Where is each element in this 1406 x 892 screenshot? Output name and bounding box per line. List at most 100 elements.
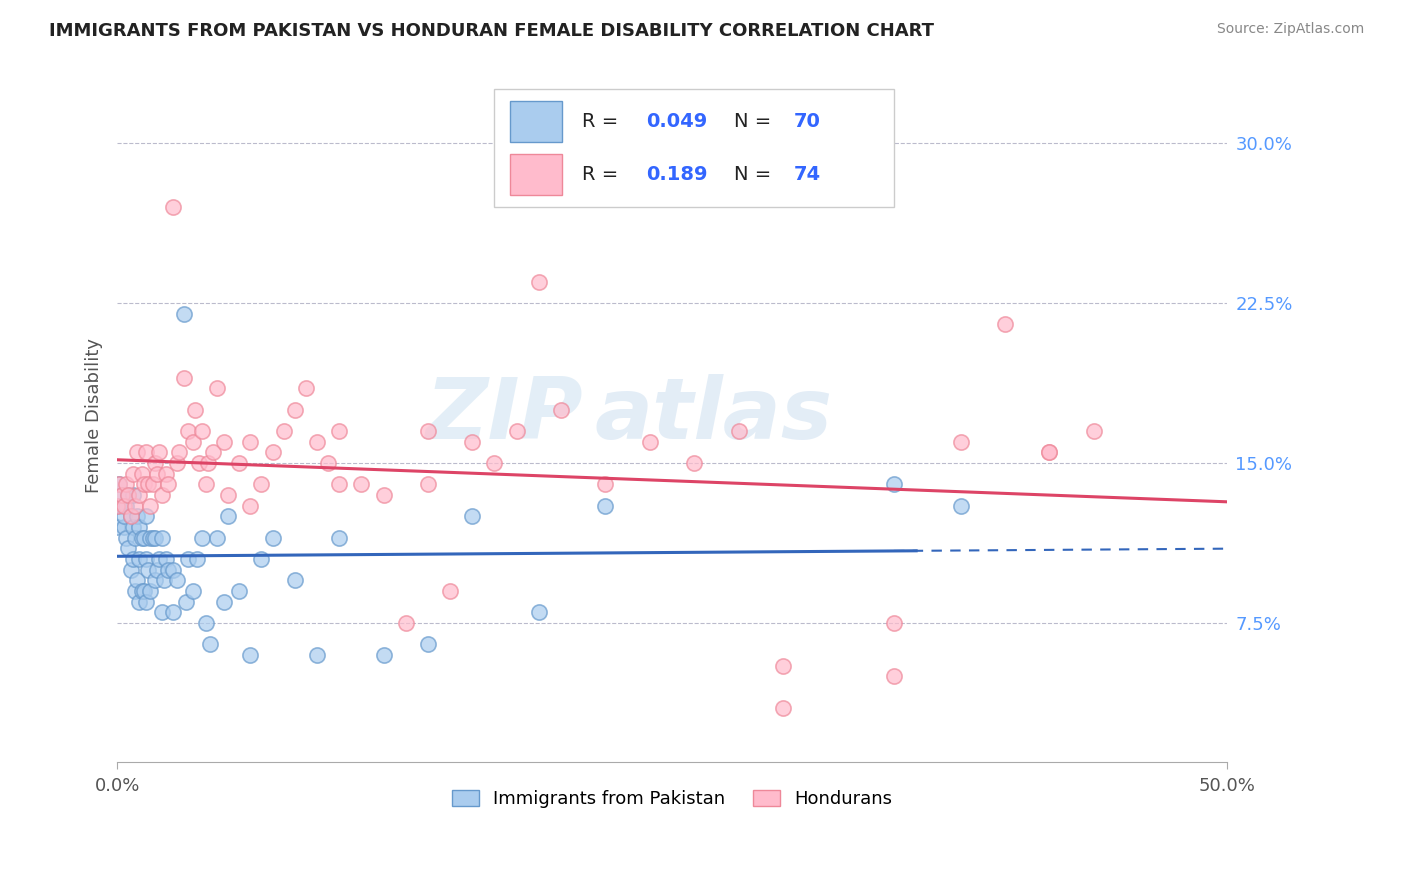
Point <box>373 648 395 662</box>
Point <box>305 648 328 662</box>
Point <box>143 531 166 545</box>
Point <box>217 509 239 524</box>
Point <box>305 434 328 449</box>
Point <box>139 531 162 545</box>
Point <box>250 477 273 491</box>
Text: atlas: atlas <box>595 374 832 457</box>
Point <box>132 477 155 491</box>
Point <box>328 424 350 438</box>
Point <box>295 382 318 396</box>
Point <box>135 595 157 609</box>
Point <box>994 318 1017 332</box>
Point <box>105 520 128 534</box>
Point <box>111 488 134 502</box>
Point <box>284 574 307 588</box>
Text: ZIP: ZIP <box>426 374 583 457</box>
Point <box>166 456 188 470</box>
Point <box>416 424 439 438</box>
Point <box>143 574 166 588</box>
Point <box>117 488 139 502</box>
Point <box>128 520 150 534</box>
Point <box>416 637 439 651</box>
Point <box>177 552 200 566</box>
Point <box>1083 424 1105 438</box>
Point <box>136 477 159 491</box>
Point <box>949 499 972 513</box>
Point <box>148 445 170 459</box>
Point <box>124 584 146 599</box>
Point <box>162 200 184 214</box>
Point <box>395 616 418 631</box>
Point <box>239 648 262 662</box>
Point <box>212 434 235 449</box>
Point <box>146 467 169 481</box>
Point <box>461 509 484 524</box>
Point <box>108 477 131 491</box>
Point <box>166 574 188 588</box>
Point <box>262 531 284 545</box>
Point <box>150 531 173 545</box>
Point <box>115 531 138 545</box>
Legend: Immigrants from Pakistan, Hondurans: Immigrants from Pakistan, Hondurans <box>444 782 900 815</box>
Point <box>181 434 204 449</box>
Point <box>112 520 135 534</box>
Point <box>772 658 794 673</box>
Point <box>484 456 506 470</box>
Point <box>527 275 550 289</box>
Point <box>127 509 149 524</box>
Point <box>205 531 228 545</box>
Point <box>162 606 184 620</box>
Point <box>595 477 617 491</box>
Text: IMMIGRANTS FROM PAKISTAN VS HONDURAN FEMALE DISABILITY CORRELATION CHART: IMMIGRANTS FROM PAKISTAN VS HONDURAN FEM… <box>49 22 934 40</box>
Point <box>152 574 174 588</box>
Point <box>186 552 208 566</box>
Point <box>1038 445 1060 459</box>
Point <box>1038 445 1060 459</box>
Point <box>128 488 150 502</box>
Point <box>157 477 180 491</box>
Point <box>174 595 197 609</box>
Point <box>135 552 157 566</box>
Point <box>883 669 905 683</box>
Point <box>727 424 749 438</box>
Point <box>127 445 149 459</box>
Point <box>120 509 142 524</box>
Point <box>190 424 212 438</box>
Point <box>328 477 350 491</box>
Point <box>461 434 484 449</box>
Point <box>155 552 177 566</box>
Point <box>328 531 350 545</box>
Point <box>373 488 395 502</box>
Point <box>120 509 142 524</box>
Point <box>316 456 339 470</box>
Point <box>121 467 143 481</box>
Point <box>638 434 661 449</box>
Point <box>157 563 180 577</box>
Point <box>132 584 155 599</box>
Point <box>205 382 228 396</box>
Point <box>131 584 153 599</box>
Point <box>146 563 169 577</box>
Point <box>162 563 184 577</box>
Point <box>201 445 224 459</box>
Point <box>112 499 135 513</box>
Point <box>883 616 905 631</box>
Point <box>173 307 195 321</box>
Point <box>200 637 222 651</box>
Point <box>194 477 217 491</box>
Point <box>284 402 307 417</box>
Point <box>115 477 138 491</box>
Point <box>139 499 162 513</box>
Point <box>550 402 572 417</box>
Point <box>197 456 219 470</box>
Point <box>228 456 250 470</box>
Point <box>142 477 165 491</box>
Point <box>262 445 284 459</box>
Point <box>177 424 200 438</box>
Point <box>173 371 195 385</box>
Point <box>150 606 173 620</box>
Point <box>115 499 138 513</box>
Y-axis label: Female Disability: Female Disability <box>86 338 103 492</box>
Point <box>228 584 250 599</box>
Point <box>527 606 550 620</box>
